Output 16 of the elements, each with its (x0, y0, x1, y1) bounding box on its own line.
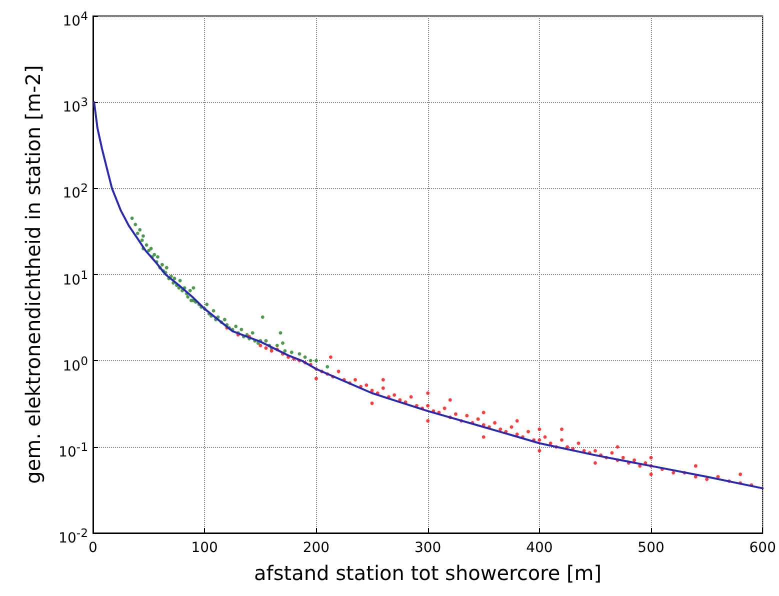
y-tick-label: 10$^{3}$ (62, 94, 88, 117)
x-tick-label: 400 (526, 540, 553, 556)
y-tick-label: 10$^{2}$ (62, 180, 88, 203)
x-axis-title: afstand station tot showercore [m] (254, 561, 602, 585)
x-tick-label: 300 (414, 540, 442, 556)
x-tick-label: 100 (191, 540, 218, 556)
y-tick-label: 10$^{-2}$ (58, 525, 88, 548)
x-tick-label: 500 (638, 540, 664, 556)
x-tick-label: 0 (88, 540, 98, 556)
y-tick-label: 10$^{0}$ (62, 352, 88, 376)
x-tick-label: 200 (302, 540, 330, 556)
y-tick-label: 10$^{4}$ (62, 8, 88, 31)
y-axis-title: gem. elektronendichtheid in station [m-2] (21, 65, 45, 484)
y-tick-label: 10$^{1}$ (62, 266, 88, 290)
x-tick-label: 600 (749, 540, 776, 556)
y-tick-label: 10$^{-1}$ (58, 438, 88, 462)
